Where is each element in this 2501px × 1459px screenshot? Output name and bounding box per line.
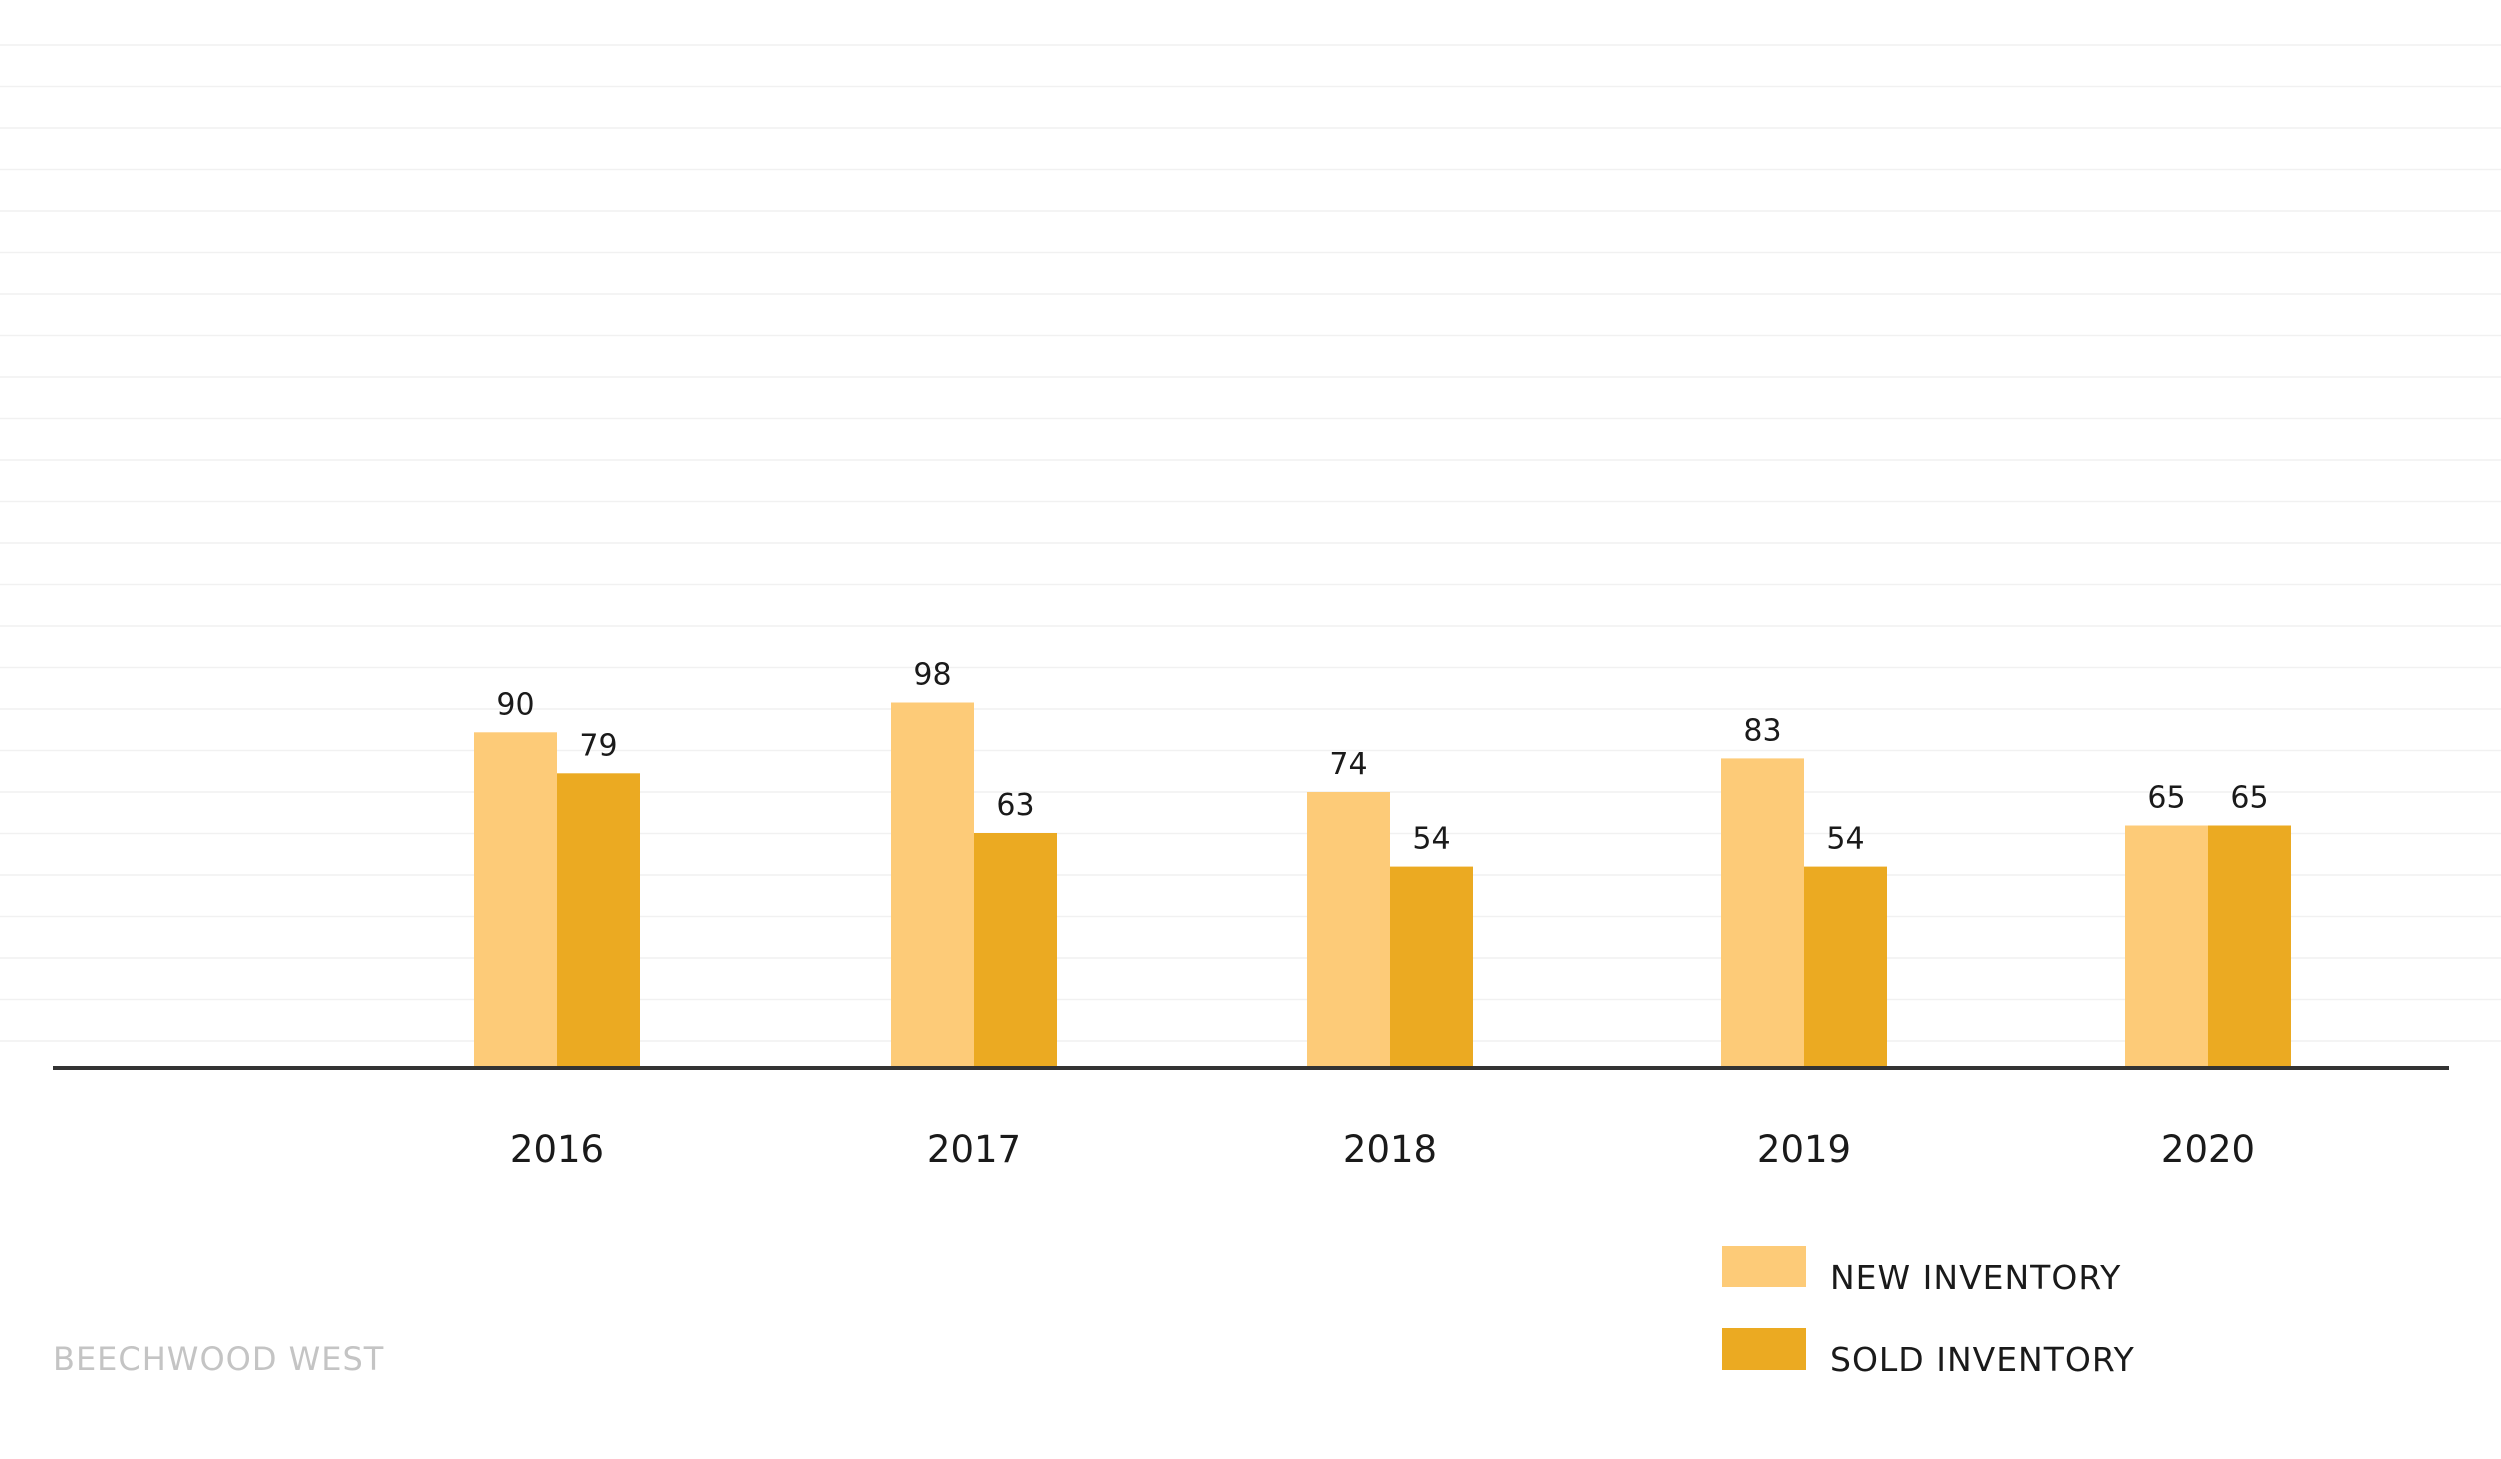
legend-label-sold-inventory: SOLD INVENTORY	[1830, 1340, 2135, 1379]
bar-sold-inventory-2017	[974, 833, 1057, 1068]
data-label-sold-inventory-2019: 54	[1826, 822, 1864, 857]
data-label-new-inventory-2018: 74	[1329, 747, 1367, 782]
bar-new-inventory-2016	[474, 732, 557, 1068]
bar-sold-inventory-2019	[1804, 866, 1887, 1068]
data-label-sold-inventory-2016: 79	[579, 728, 617, 763]
data-label-sold-inventory-2020: 65	[2230, 781, 2268, 816]
bar-sold-inventory-2016	[557, 773, 640, 1068]
x-tick-label-2017: 2017	[927, 1128, 1021, 1171]
data-label-new-inventory-2016: 90	[496, 687, 534, 722]
bar-new-inventory-2019	[1721, 758, 1804, 1068]
x-tick-label-2019: 2019	[1757, 1128, 1851, 1171]
brand-watermark: BEECHWOOD WEST	[53, 1340, 384, 1378]
bar-sold-inventory-2020	[2208, 825, 2291, 1068]
bars	[474, 702, 2291, 1068]
x-tick-label-2020: 2020	[2161, 1128, 2255, 1171]
x-tick-label-2016: 2016	[510, 1128, 604, 1171]
gridlines	[0, 44, 2501, 1042]
x-tick-label-2018: 2018	[1343, 1128, 1437, 1171]
data-labels: 90 79 98 63 74 54 83 54 65 65	[496, 658, 2268, 857]
bar-new-inventory-2017	[891, 702, 974, 1068]
bar-sold-inventory-2018	[1390, 866, 1473, 1068]
legend-label-new-inventory: NEW INVENTORY	[1830, 1258, 2121, 1297]
data-label-new-inventory-2019: 83	[1743, 713, 1781, 748]
data-label-new-inventory-2020: 65	[2147, 781, 2185, 816]
data-label-sold-inventory-2018: 54	[1412, 822, 1450, 857]
legend-swatch-new-inventory	[1722, 1246, 1806, 1287]
legend: NEW INVENTORY SOLD INVENTORY	[1722, 1246, 2135, 1379]
data-label-new-inventory-2017: 98	[913, 658, 951, 693]
x-axis-tick-labels: 2016 2017 2018 2019 2020	[510, 1128, 2255, 1171]
bar-new-inventory-2020	[2125, 825, 2208, 1068]
data-label-sold-inventory-2017: 63	[996, 788, 1034, 823]
bar-new-inventory-2018	[1307, 792, 1390, 1068]
legend-swatch-sold-inventory	[1722, 1328, 1806, 1370]
